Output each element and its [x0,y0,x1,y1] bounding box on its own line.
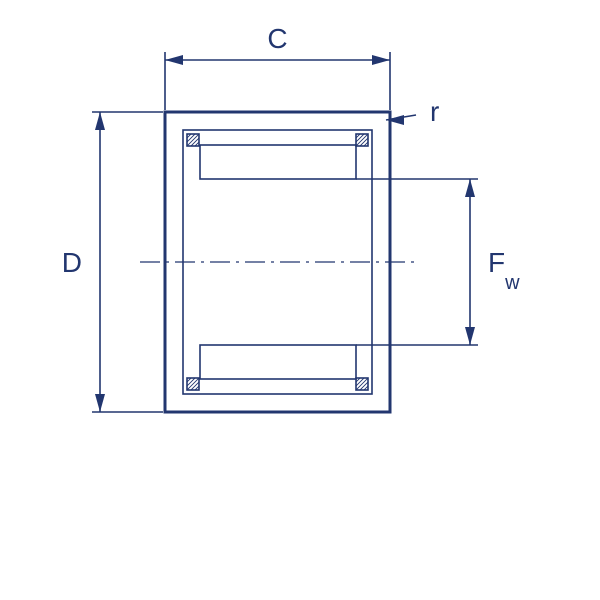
label-d: D [62,247,82,278]
roller-bottom [200,345,356,379]
bearing-cross-section-diagram: C D Fw r [0,0,600,600]
label-fw: Fw [488,247,520,294]
label-r: r [430,96,439,127]
label-c: C [267,23,287,54]
roller-top [200,145,356,179]
